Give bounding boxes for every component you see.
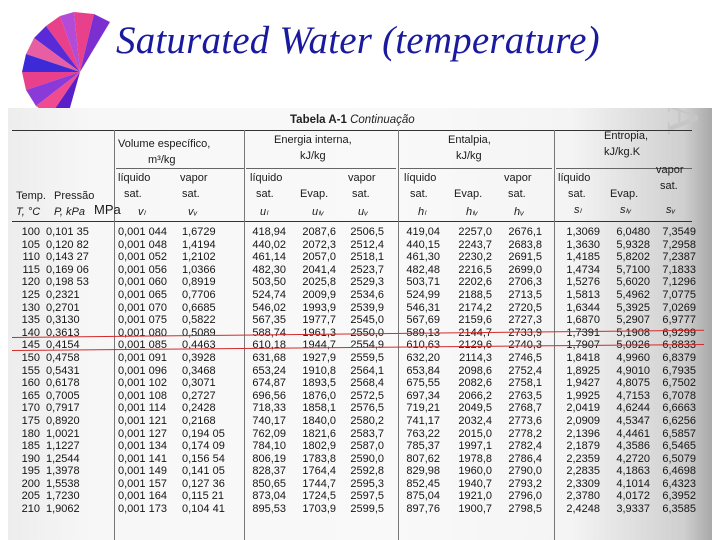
header-h-liquido-sat: sat. xyxy=(410,188,428,200)
table-caption: Tabela A-1 Continuação xyxy=(290,114,415,126)
header-energy-unit: kJ/kg xyxy=(300,150,326,162)
header-s-evap: Evap. xyxy=(610,188,639,200)
header-hl: hₗ xyxy=(418,206,426,218)
header-h-evap: Evap. xyxy=(454,188,483,200)
header-sl: sₗ xyxy=(574,204,582,216)
scanned-table: ndice A Tabela A-1 Continuação Volume es… xyxy=(8,108,712,540)
column-sl: 1,3069 1,3630 1,4185 1,4734 1,5276 1,581… xyxy=(566,226,600,516)
header-enthalpy: Entalpia, xyxy=(448,134,491,146)
header-vv: vᵥ xyxy=(188,206,198,218)
header-u-liquido: líquido xyxy=(250,172,283,184)
column-pressure: 0,101 35 0,120 82 0,143 27 0,169 06 0,19… xyxy=(46,226,89,516)
header-vol-liquido: líquido xyxy=(118,172,151,184)
header-enthalpy-unit: kJ/kg xyxy=(456,150,482,162)
header-entropy: Entropia, xyxy=(604,130,649,142)
header-temp: Temp. xyxy=(16,190,46,202)
column-vl: 0,001 044 0,001 048 0,001 052 0,001 056 … xyxy=(118,226,167,516)
header-top-rule xyxy=(12,130,692,131)
column-hlv: 2257,0 2243,7 2230,2 2216,5 2202,6 2188,… xyxy=(458,226,492,516)
header-entropy-unit: kJ/kg.K xyxy=(604,146,641,158)
header-s-vapor: vapor xyxy=(656,164,684,176)
header-vol-vapor: vapor xyxy=(180,172,208,184)
header-vl: vₗ xyxy=(138,206,146,218)
column-temperature: 100 105 110 115 120 125 130 135 140 145 … xyxy=(21,226,40,516)
column-uv: 2506,5 2512,4 2518,1 2523,7 2529,3 2534,… xyxy=(350,226,384,516)
group-rule-energy xyxy=(246,168,396,169)
header-temp-symbol: T, °C xyxy=(16,206,41,218)
header-pressao: Pressão xyxy=(54,190,95,202)
column-ulv: 2087,6 2072,3 2057,0 2041,4 2025,8 2009,… xyxy=(302,226,336,516)
col-divider-3 xyxy=(398,130,399,540)
header-hlv: hₗᵥ xyxy=(466,206,478,218)
header-volume-unit: m³/kg xyxy=(148,154,176,166)
header-s-liquido-sat: sat. xyxy=(568,188,586,200)
header-u-vapor: vapor xyxy=(348,172,376,184)
header-press-alt-unit: MPa xyxy=(94,202,121,217)
header-vol-vapor-sat: sat. xyxy=(182,188,200,200)
column-sv: 7,3549 7,2958 7,2387 7,1833 7,1296 7,077… xyxy=(662,226,696,516)
column-vv: 1,6729 1,4194 1,2102 1,0366 0,8919 0,770… xyxy=(182,226,225,516)
header-h-vapor: vapor xyxy=(504,172,532,184)
header-bottom-rule xyxy=(12,221,692,222)
header-vol-liquido-sat: sat. xyxy=(124,188,142,200)
header-uv: uᵥ xyxy=(358,206,369,218)
header-u-vapor-sat: sat. xyxy=(352,188,370,200)
fan-logo-icon xyxy=(22,12,110,110)
group-rule-entropy xyxy=(556,168,692,169)
header-press-symbol: P, kPa xyxy=(54,206,85,218)
col-divider-4 xyxy=(554,130,555,540)
table-caption-italic: Continuação xyxy=(350,114,415,126)
column-slv: 6,0480 5,9328 5,8202 5,7100 5,6020 5,496… xyxy=(616,226,650,516)
group-rule-volume xyxy=(116,168,244,169)
column-hv: 2676,1 2683,8 2691,5 2699,0 2706,3 2713,… xyxy=(508,226,542,516)
group-rule-enthalpy xyxy=(400,168,552,169)
header-energy: Energia interna, xyxy=(274,134,352,146)
header-u-evap: Evap. xyxy=(300,188,329,200)
ghost-page-text: ndice A xyxy=(657,108,710,138)
table-caption-bold: Tabela A-1 xyxy=(290,114,347,126)
column-hl: 419,04 440,15 461,30 482,48 503,71 524,9… xyxy=(406,226,440,516)
slide-title: Saturated Water (temperature) xyxy=(116,19,600,62)
column-ul: 418,94 440,02 461,14 482,30 503,50 524,7… xyxy=(252,226,286,516)
header-hv: hᵥ xyxy=(514,206,525,218)
header-slv: sₗᵥ xyxy=(620,204,632,216)
header-u-liquido-sat: sat. xyxy=(256,188,274,200)
header-s-vapor-sat: sat. xyxy=(660,180,678,192)
header-h-vapor-sat: sat. xyxy=(508,188,526,200)
header-sv: sᵥ xyxy=(666,204,676,216)
header-h-liquido: líquido xyxy=(404,172,437,184)
header-ul: uₗ xyxy=(260,206,268,218)
header-volume: Volume específico, xyxy=(118,138,211,150)
header-ulv: uₗᵥ xyxy=(312,206,324,218)
header-s-liquido: líquido xyxy=(558,172,591,184)
